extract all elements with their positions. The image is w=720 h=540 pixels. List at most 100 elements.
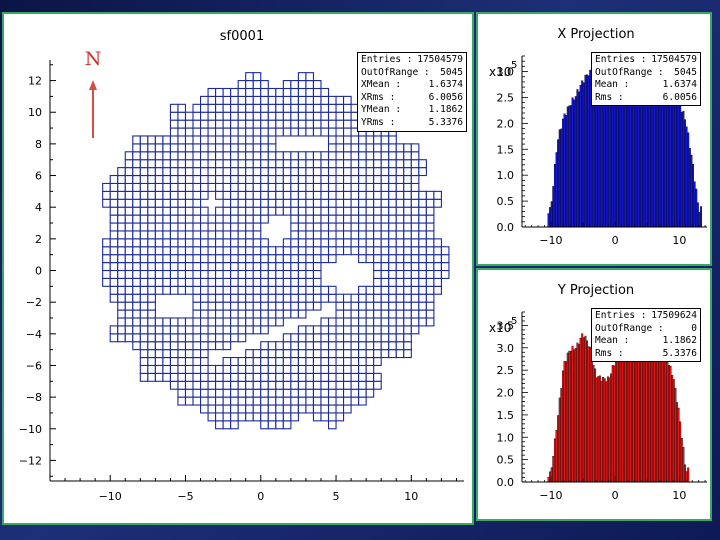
map-cell [177,269,187,279]
map-cell [312,167,322,177]
histogram-y-tick-label: 1.5 [497,143,515,156]
map-cell [230,174,239,184]
map-cell [207,293,217,303]
map-cell [192,143,202,153]
histogram-bar [587,346,590,483]
histogram-bar [563,113,566,228]
map-cell [327,372,337,382]
map-cell [358,293,367,303]
map-cell [343,206,352,216]
map-cell [365,151,375,161]
histogram-bar [610,373,613,483]
map-cell [192,198,202,208]
map-cell [132,135,141,145]
map-cell [222,127,232,137]
map-y-tick-label: −6 [26,359,42,372]
map-cell [403,230,412,240]
map-cell [124,277,134,287]
map-cell [184,317,194,327]
map-cell [343,238,352,248]
map-cell [147,349,156,359]
histogram-bar [608,377,611,483]
map-cell [425,190,435,200]
map-cell [237,214,247,224]
map-cell [154,356,164,367]
map-cell [320,174,330,184]
map-cell [267,380,277,390]
map-cell [275,167,284,177]
map-cell [297,246,307,256]
map-cell [358,214,367,224]
map-cell [282,388,292,398]
map-cell [275,269,284,279]
map-cell [335,333,345,343]
map-cell [358,380,367,390]
map-cell [237,285,247,295]
map-cell [365,285,375,295]
map-cell [230,420,239,430]
histogram-x-tick-label: −10 [539,234,562,247]
map-cell [418,198,427,208]
map-cell [388,159,397,169]
map-cell [275,277,284,287]
map-cell [395,309,405,319]
map-cell [297,167,307,177]
map-cell [418,254,427,264]
map-cell [418,167,427,177]
map-cell [305,269,315,279]
map-cell [162,349,171,359]
map-cell [267,182,277,192]
map-cell [267,277,277,287]
map-cell [184,325,194,335]
histogram-bar [682,447,685,483]
map-cell [132,269,141,279]
map-cell [162,214,171,224]
map-cell [297,151,307,161]
map-cell [335,182,345,192]
map-cell [177,396,187,406]
map-cell [252,190,262,200]
map-cell [237,206,247,216]
map-cell [222,380,232,390]
map-cell [260,246,269,256]
map-cell [237,333,247,343]
map-cell [192,396,202,406]
map-cell [327,254,337,264]
map-cell [215,341,224,351]
map-cell [282,309,292,319]
map-cell [207,309,217,319]
map-cell [200,222,209,232]
map-cell [102,198,111,208]
map-cell [222,420,232,430]
histogram-bar [667,99,670,228]
map-cell [267,111,277,121]
map-cell [365,174,375,184]
map-cell [245,214,254,224]
map-cell [358,341,367,351]
map-cell [245,364,254,374]
map-cell [169,206,179,216]
map-cell [139,246,149,256]
histogram-bar [598,375,601,483]
map-cell [312,103,322,113]
map-cell [200,277,209,287]
map-cell [275,285,284,295]
map-cell [177,349,187,359]
histogram-bar [679,421,682,483]
map-cell [297,80,307,90]
histogram-bar [663,95,666,228]
map-cell [297,396,307,406]
map-cell [207,246,217,256]
map-cell [267,388,277,398]
map-cell [320,325,330,335]
map-cell [320,214,330,224]
map-cell [184,198,194,208]
map-cell [222,254,232,264]
map-cell [177,285,187,295]
y-projection-plot: 0.00.51.01.52.02.53.03.5−10 0 10 Y Project… [489,283,707,502]
map-cell [139,167,149,177]
map-cell [192,174,202,184]
map-cell [237,238,247,248]
map-cell [267,356,277,367]
stats-row: YMean :1.1862 [361,104,463,117]
